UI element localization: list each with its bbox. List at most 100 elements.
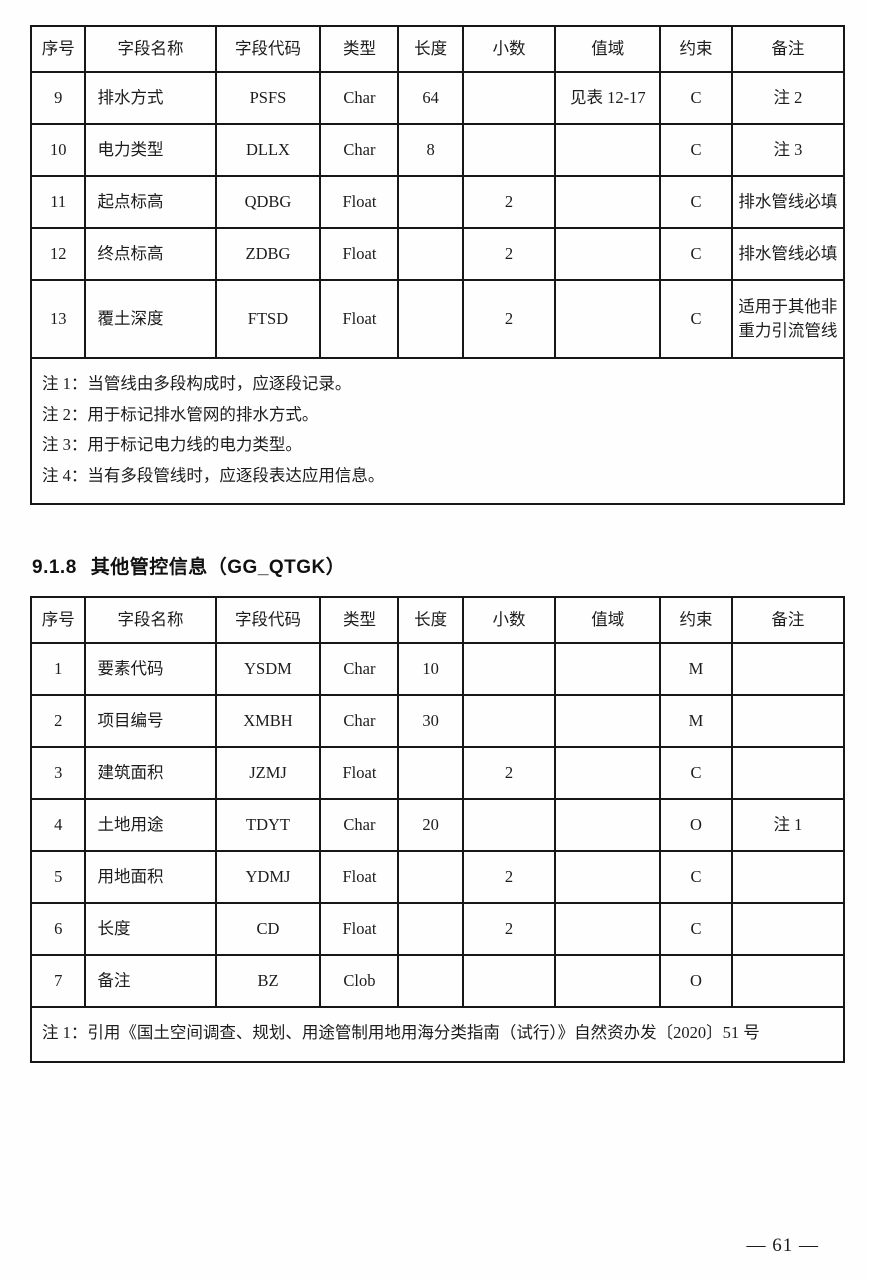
table-note: 注 4：当有多段管线时，应逐段表达应用信息。: [42, 465, 385, 485]
table-cell: [461, 642, 557, 697]
table-cell: 注 2: [730, 71, 846, 125]
table-note: 注 1：引用《国土空间调查、规划、用途管制用地用海分类指南（试行）》自然资办发〔…: [42, 1023, 760, 1043]
table-note: 注 2：用于标记排水管网的排水方式。: [42, 404, 319, 424]
table-cell: 5: [29, 850, 87, 905]
table-cell: [397, 279, 464, 359]
table-cell: 适用于其他非重力引流管线: [730, 279, 846, 359]
table-cell: [554, 954, 662, 1009]
table-cell: 2: [461, 175, 557, 229]
table-cell: DLLX: [214, 123, 322, 177]
table-cell: YSDM: [214, 642, 322, 697]
column-header-type: 类型: [319, 25, 400, 73]
table-header-row: 序号 字段名称 字段代码 类型 长度 小数 值域 约束 备注: [29, 596, 846, 645]
table-cell: [397, 850, 464, 905]
table-cell: 用地面积: [84, 850, 217, 905]
table-notes-cell: 注 1：当管线由多段构成时，应逐段记录。注 2：用于标记排水管网的排水方式。注 …: [30, 356, 845, 506]
table-cell: 起点标高: [84, 175, 217, 229]
table-cell: 6: [29, 902, 87, 957]
page-number: — 61 —: [746, 1235, 819, 1256]
table-cell: 3: [29, 746, 87, 801]
table-row: 3 建筑面积 JZMJ Float 2 C: [29, 746, 846, 801]
table-row: 2 项目编号 XMBH Char 30 M: [29, 694, 846, 749]
table-cell: ZDBG: [214, 227, 322, 281]
section-number: 9.1.8: [32, 557, 77, 579]
table-cell: 建筑面积: [84, 746, 217, 801]
table-cell: [461, 71, 557, 125]
table-cell: 2: [29, 694, 87, 749]
table-cell: 13: [29, 279, 87, 359]
column-header-field-code: 字段代码: [214, 25, 322, 73]
table-cell: 64: [397, 71, 464, 125]
table-cell: 排水管线必填: [730, 227, 846, 281]
column-header-seq: 序号: [29, 25, 87, 73]
table-cell: 7: [29, 954, 87, 1009]
table-cell: Char: [319, 123, 400, 177]
table-cell: 4: [29, 798, 87, 853]
table-cell: 11: [29, 175, 87, 229]
pipeline-field-table: 序号 字段名称 字段代码 类型 长度 小数 值域 约束 备注 9 排水方式 PSFS…: [29, 25, 846, 506]
table-notes-row: 注 1：当管线由多段构成时，应逐段记录。注 2：用于标记排水管网的排水方式。注 …: [30, 356, 845, 506]
column-header-type: 类型: [319, 596, 400, 645]
table-cell: Float: [319, 902, 400, 957]
table-cell: [554, 279, 662, 359]
table-cell: [461, 694, 557, 749]
table-cell: C: [659, 850, 733, 905]
table-cell: [730, 850, 846, 905]
table-cell: [461, 798, 557, 853]
table-cell: YDMJ: [214, 850, 322, 905]
table-row: 4 土地用途 TDYT Char 20 O 注 1: [29, 798, 846, 853]
table-cell: [397, 954, 464, 1009]
table-cell: 土地用途: [84, 798, 217, 853]
table-row: 11 起点标高 QDBG Float 2 C 排水管线必填: [29, 175, 846, 229]
table-cell: [730, 902, 846, 957]
table-cell: 排水管线必填: [730, 175, 846, 229]
table-cell: C: [659, 279, 733, 359]
table-cell: [730, 954, 846, 1009]
table-cell: 2: [461, 227, 557, 281]
table-cell: [730, 694, 846, 749]
table-note: 注 3：用于标记电力线的电力类型。: [42, 435, 302, 455]
table-cell: [730, 746, 846, 801]
table-cell: Clob: [319, 954, 400, 1009]
table-cell: [554, 902, 662, 957]
column-header-domain: 值域: [554, 25, 662, 73]
table-cell: C: [659, 746, 733, 801]
table-cell: 12: [29, 227, 87, 281]
table-cell: [397, 746, 464, 801]
table-cell: [554, 227, 662, 281]
table-row: 6 长度 CD Float 2 C: [29, 902, 846, 957]
table-cell: [554, 850, 662, 905]
other-control-info-table: 序号 字段名称 字段代码 类型 长度 小数 值域 约束 备注 1 要素代码 YSDM…: [29, 596, 846, 1063]
table-row: 10 电力类型 DLLX Char 8 C 注 3: [29, 123, 846, 177]
table-row: 12 终点标高 ZDBG Float 2 C 排水管线必填: [29, 227, 846, 281]
table-cell: [554, 694, 662, 749]
table-cell: 2: [461, 902, 557, 957]
table-cell: 备注: [84, 954, 217, 1009]
table-note: 注 1：当管线由多段构成时，应逐段记录。: [42, 374, 352, 393]
table-cell: 2: [461, 746, 557, 801]
table-cell: Float: [319, 850, 400, 905]
table-cell: [397, 175, 464, 229]
column-header-constraint: 约束: [659, 25, 733, 73]
table-cell: 要素代码: [84, 642, 217, 697]
table-cell: Char: [319, 71, 400, 125]
table-cell: 注 1: [730, 798, 846, 853]
column-header-field-name: 字段名称: [84, 25, 217, 73]
table-row: 5 用地面积 YDMJ Float 2 C: [29, 850, 846, 905]
section-heading: 9.1.8 其他管控信息（GG_QTGK）: [32, 552, 845, 579]
table-cell: [554, 175, 662, 229]
table-cell: C: [659, 902, 733, 957]
table-cell: 项目编号: [84, 694, 217, 749]
column-header-seq: 序号: [29, 596, 87, 645]
table-cell: 电力类型: [84, 123, 217, 177]
table-row: 7 备注 BZ Clob O: [29, 954, 846, 1009]
table-cell: 9: [29, 71, 87, 125]
table-cell: TDYT: [214, 798, 322, 853]
table-cell: [397, 227, 464, 281]
table-cell: 8: [397, 123, 464, 177]
table-cell: CD: [214, 902, 322, 957]
table-cell: 10: [29, 123, 87, 177]
column-header-domain: 值域: [554, 596, 662, 645]
table-cell: [554, 746, 662, 801]
